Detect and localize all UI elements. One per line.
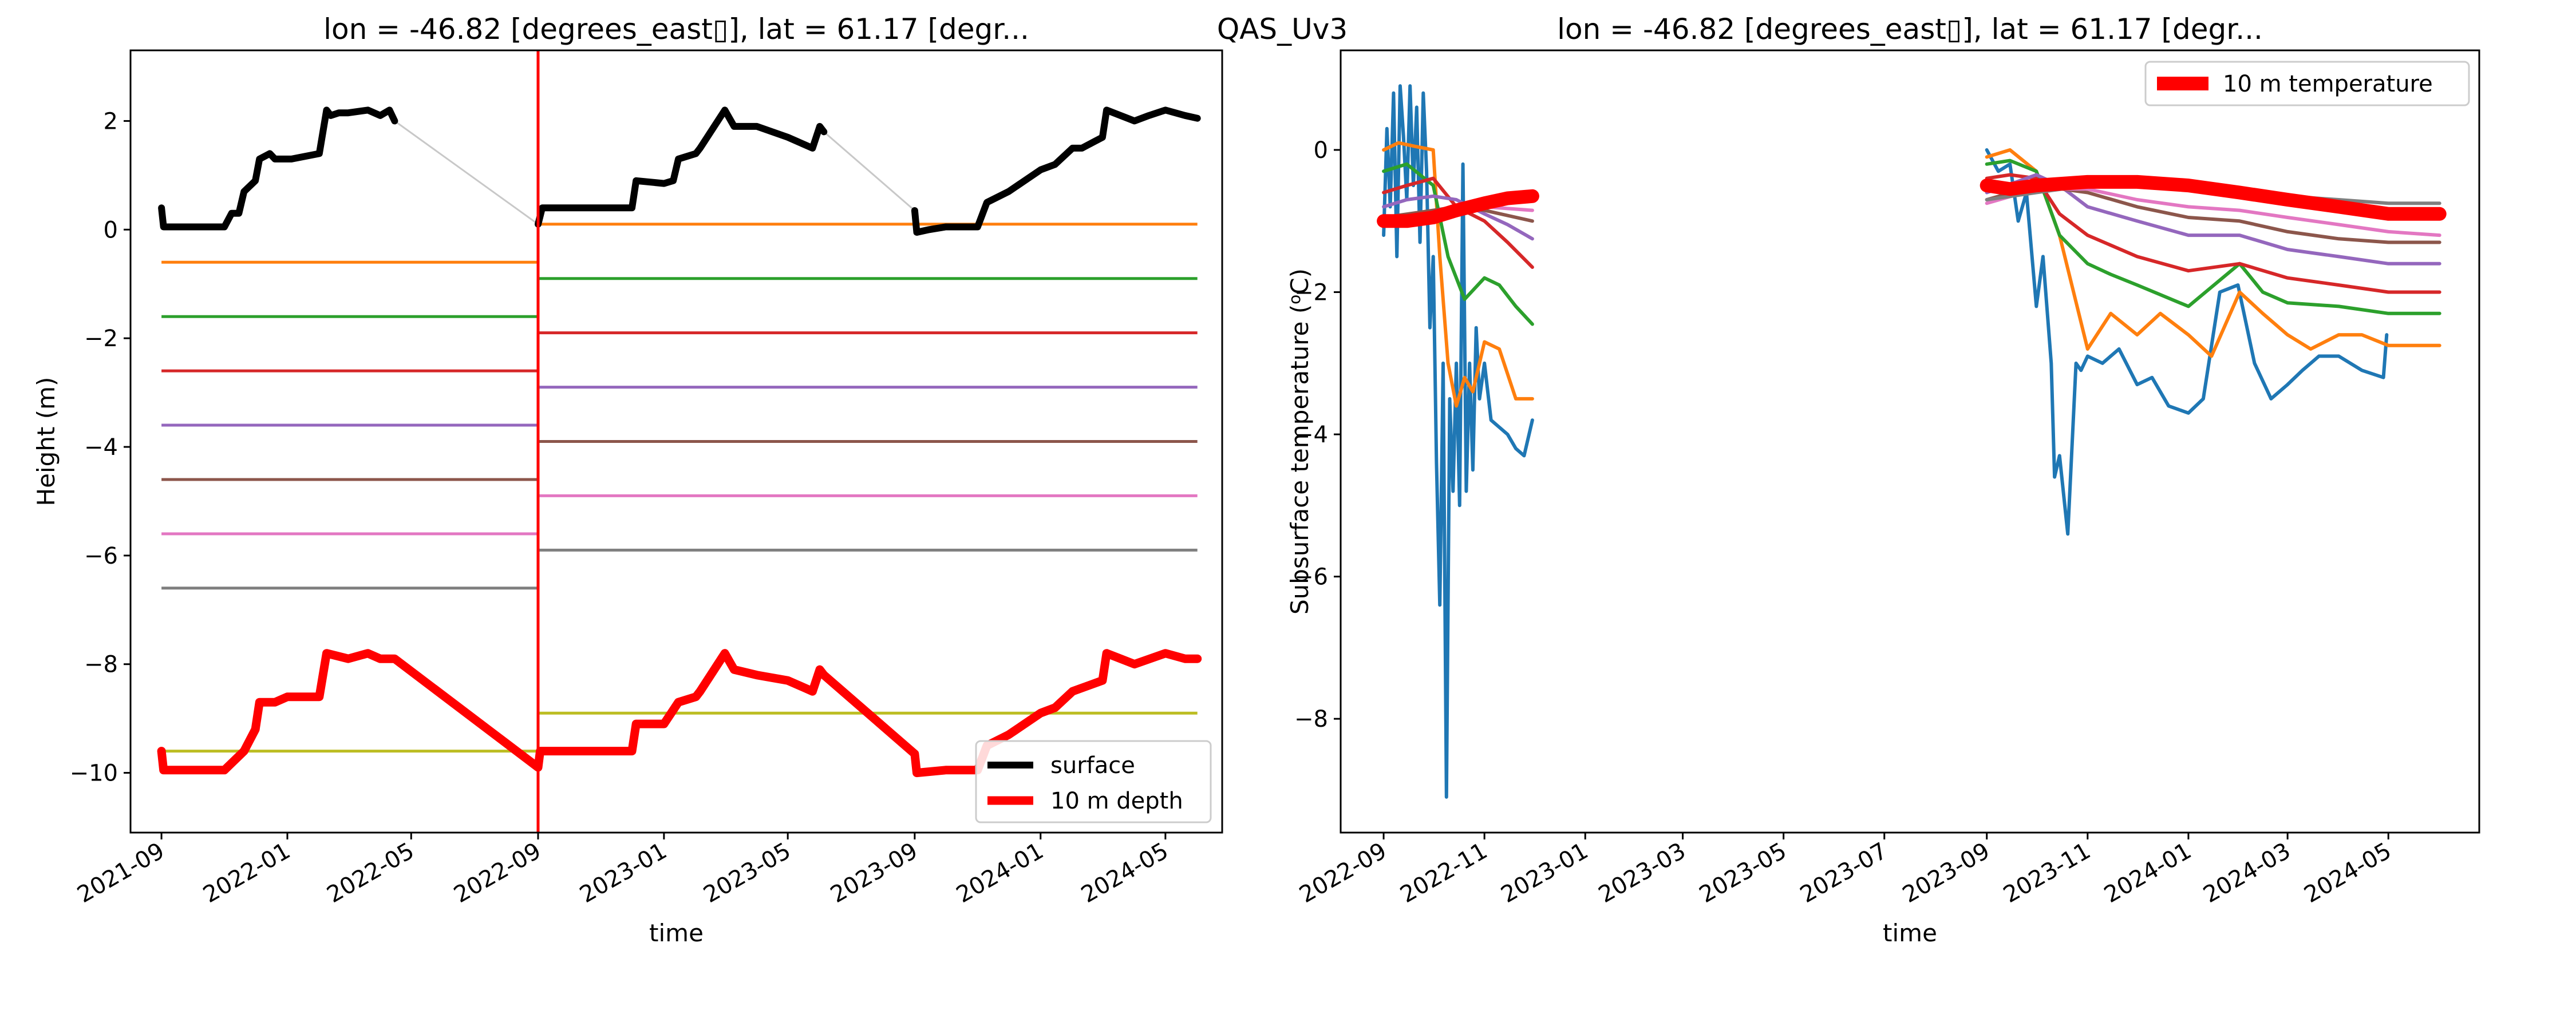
y-tick-label: −8: [84, 652, 118, 678]
y-tick-label: −10: [70, 760, 118, 787]
y-axis-label: Subsurface temperature (oC): [1285, 268, 1314, 615]
x-tick-label: 2022-09: [1295, 838, 1391, 908]
x-tick-label: 2023-09: [1898, 838, 1994, 908]
axes-title: lon = -46.82 [degrees_east▯], lat = 61.1…: [1557, 13, 2263, 46]
x-axis-label: time: [1883, 919, 1937, 947]
y-tick-label: −2: [84, 326, 118, 352]
x-tick-label: 2023-07: [1796, 838, 1892, 908]
temp-series-1-seg-2: [1985, 148, 2389, 536]
x-tick-label: 2024-05: [2300, 838, 2396, 908]
x-tick-label: 2023-05: [699, 838, 795, 908]
x-tick-label: 2024-01: [2100, 838, 2196, 908]
x-axis-label: time: [649, 919, 704, 947]
x-tick-label: 2023-01: [1496, 838, 1593, 908]
figure-suptitle: QAS_Uv3: [1217, 13, 1348, 46]
y-tick-label: 0: [1314, 137, 1328, 164]
x-tick-label: 2023-05: [1695, 838, 1791, 908]
surface-line-seg-1: [158, 106, 398, 231]
y-tick-label: −6: [84, 543, 118, 569]
legend-label-10m-depth: 10 m depth: [1050, 788, 1183, 814]
temp-series-9-seg-2: [1980, 175, 2447, 221]
legend-box: [975, 740, 1212, 823]
x-tick-label: 2022-01: [199, 838, 295, 908]
plot-area: [157, 50, 1202, 833]
x-tick-label: 2022-11: [1396, 838, 1492, 908]
axes-frame: [129, 49, 1223, 834]
y-tick-label: 0: [104, 217, 118, 243]
x-tick-label: 2024-03: [2199, 838, 2295, 908]
x-tick-label: 2021-09: [73, 838, 169, 908]
surface-gap-line-2: [823, 131, 915, 212]
x-tick-label: 2023-03: [1594, 838, 1690, 908]
y-axis-label: Height (m): [32, 377, 60, 506]
surface-gap-line-1: [394, 120, 539, 225]
axes-frame: [1340, 49, 2480, 834]
y-tick-label: −2: [1294, 280, 1328, 306]
x-tick-label: 2023-01: [575, 838, 671, 908]
legend-label-surface: surface: [1050, 752, 1135, 779]
temp-series-9-seg-1: [1377, 189, 1539, 228]
y-tick-label: −6: [1294, 564, 1328, 591]
y-axis-label-part: C): [1286, 268, 1314, 295]
x-tick-label: 2023-11: [1999, 838, 2095, 908]
depth-10m-line: [157, 649, 1202, 778]
y-tick-label: 2: [104, 108, 118, 134]
x-tick-label: 2023-09: [826, 838, 922, 908]
y-axis-label-part: Subsurface temperature (: [1286, 304, 1314, 615]
temp-series-5-seg-1: [1382, 194, 1534, 241]
surface-line-seg-2: [535, 106, 828, 228]
x-tick-label: 2024-01: [952, 838, 1048, 908]
y-tick-label: −4: [84, 434, 118, 461]
x-tick-label: 2024-05: [1077, 838, 1173, 908]
y-axis-label-superscript: o: [1285, 295, 1304, 304]
legend-box: [2144, 61, 2470, 106]
x-tick-label: 2022-05: [323, 838, 419, 908]
temp-series-2-seg-1: [1382, 141, 1534, 408]
legend-label-10m-temperature: 10 m temperature: [2223, 71, 2433, 97]
temp-series-3-seg-1: [1382, 162, 1534, 326]
axes-title: lon = -46.82 [degrees_east▯], lat = 61.1…: [323, 13, 1029, 46]
plot-area: [1377, 84, 2447, 799]
temp-series-1-seg-1: [1382, 84, 1534, 799]
height-panel: 2 0 −2 −4 −6 −8 −10 2021-09 2022-01 2022-05 2022-0…: [32, 13, 1223, 947]
surface-line-seg-3: [911, 106, 1201, 236]
x-tick-label: 2022-09: [449, 838, 546, 908]
y-tick-label: −8: [1294, 706, 1328, 732]
y-tick-label: −4: [1294, 422, 1328, 448]
